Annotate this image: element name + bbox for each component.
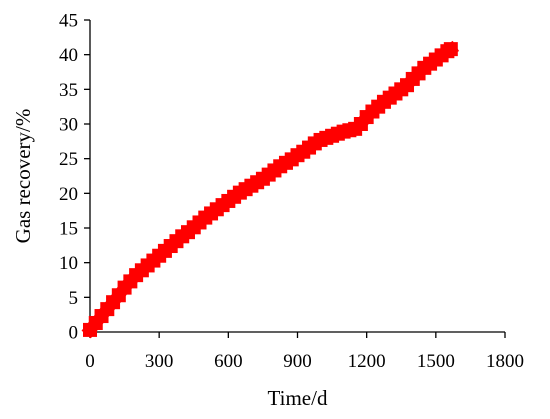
y-tick-label: 40 xyxy=(59,45,78,66)
x-tick-label: 0 xyxy=(85,351,95,372)
y-tick-label: 20 xyxy=(59,184,78,205)
x-axis-title: Time/d xyxy=(268,386,328,410)
y-tick-label: 25 xyxy=(59,149,78,170)
x-tick-label: 600 xyxy=(214,351,243,372)
x-tick-label: 300 xyxy=(145,351,174,372)
y-tick-label: 0 xyxy=(69,323,79,344)
y-axis-title: Gas recovery/% xyxy=(11,109,35,244)
data-point xyxy=(443,42,458,57)
x-tick-label: 900 xyxy=(283,351,312,372)
x-tick-label: 1500 xyxy=(417,351,455,372)
y-tick-label: 5 xyxy=(69,288,79,309)
x-ticks: 0 300 600 900 1200 1500 1800 xyxy=(85,332,524,372)
y-ticks: 0 5 10 15 20 25 30 35 40 45 xyxy=(59,11,90,344)
y-tick-label: 15 xyxy=(59,219,78,240)
axes: 0 5 10 15 20 25 30 35 40 45 0 300 600 900 1200 1500 180… xyxy=(59,11,524,373)
x-tick-label: 1200 xyxy=(348,351,386,372)
x-tick-label: 1800 xyxy=(486,351,524,372)
series-layer xyxy=(81,40,460,339)
y-tick-label: 10 xyxy=(59,253,78,274)
y-tick-label: 35 xyxy=(59,80,78,101)
y-tick-label: 45 xyxy=(59,11,78,32)
y-tick-label: 30 xyxy=(59,115,78,136)
